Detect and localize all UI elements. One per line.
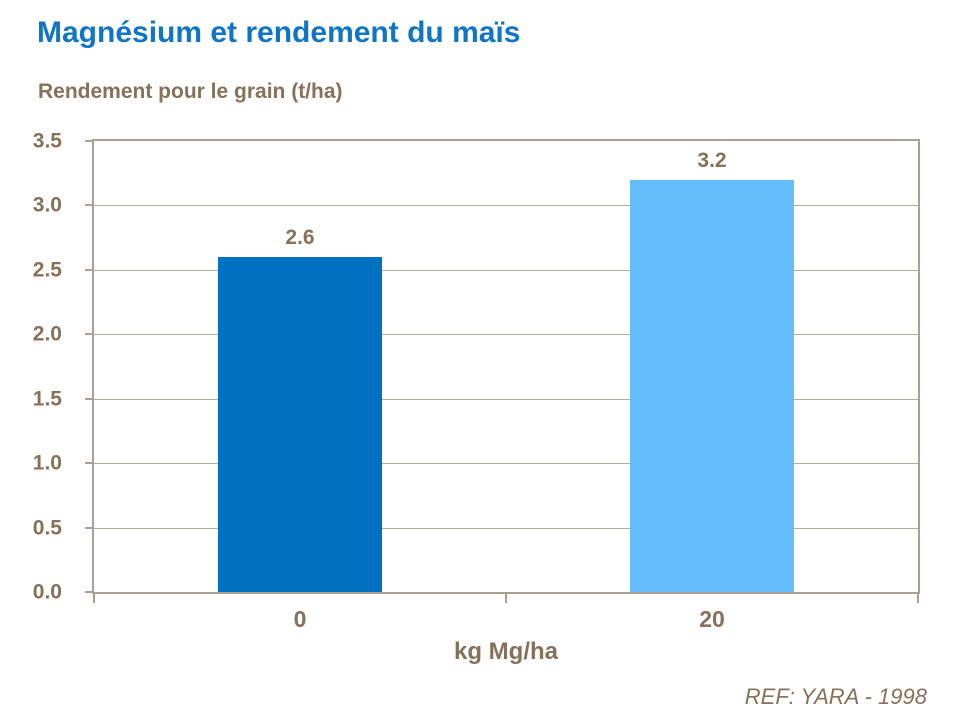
gridline: [94, 269, 918, 271]
x-category-label: 0: [293, 606, 307, 632]
y-axis-tick-label: 3.5: [32, 129, 62, 153]
bar: [217, 256, 383, 592]
bar-chart: 0.0 0.5 1.0 1.5 2.0 2.5 3.0 3.5 2.6 0 3.2 20 kg Mg/…: [33, 131, 920, 664]
y-axis-tick-label: 0.0: [32, 580, 62, 604]
gridline: [94, 205, 918, 207]
gridline: [94, 463, 918, 465]
x-tick: [505, 594, 507, 603]
gridline: [94, 527, 918, 529]
y-axis-tick-label: 1.5: [32, 387, 62, 411]
gridline: [94, 398, 918, 400]
y-axis-tick-label: 2.5: [32, 258, 62, 282]
y-axis-units-label: Rendement pour le grain (t/ha): [38, 80, 343, 103]
page-title: Magnésium et rendement du maïs: [37, 16, 521, 49]
y-axis-tick-label: 2.0: [32, 322, 62, 346]
y-tick: [85, 333, 94, 336]
y-tick: [85, 140, 94, 142]
x-category-label: 20: [699, 606, 725, 632]
x-tick: [93, 594, 95, 603]
y-tick: [85, 204, 94, 207]
y-tick: [85, 397, 94, 400]
y-tick: [85, 591, 94, 593]
x-axis-title: kg Mg/ha: [453, 638, 559, 665]
bar-value-label: 3.2: [697, 148, 727, 172]
y-axis-tick-label: 0.5: [32, 516, 62, 540]
y-axis-tick-label: 1.0: [32, 451, 62, 475]
gridline: [94, 334, 918, 336]
x-tick: [917, 594, 919, 603]
plot-area: 0.0 0.5 1.0 1.5 2.0 2.5 3.0 3.5 2.6 0 3.2 20: [33, 131, 919, 631]
y-tick: [85, 268, 94, 271]
y-tick: [85, 462, 94, 465]
reference-note: REF: YARA - 1998: [744, 684, 927, 709]
bar-value-label: 2.6: [285, 225, 315, 249]
y-axis-tick-label: 3.0: [32, 193, 62, 217]
bar: [629, 179, 795, 592]
y-tick: [85, 526, 94, 529]
